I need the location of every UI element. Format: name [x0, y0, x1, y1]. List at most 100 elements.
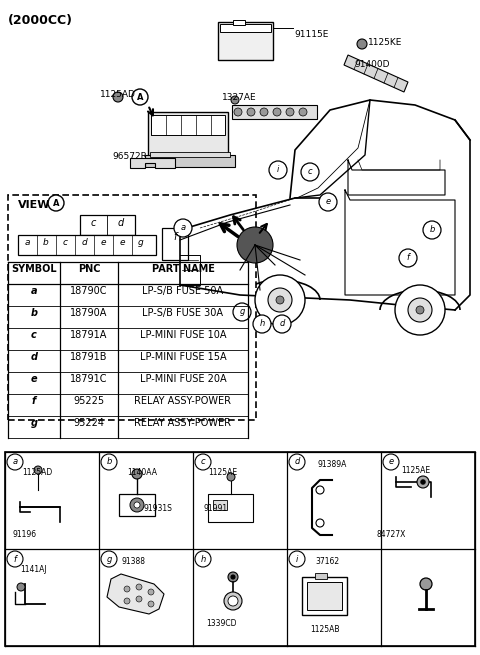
Text: RELAY ASSY-POWER: RELAY ASSY-POWER — [134, 396, 231, 406]
Text: c: c — [31, 330, 37, 340]
Text: c: c — [201, 457, 205, 466]
FancyBboxPatch shape — [148, 112, 228, 160]
Circle shape — [399, 249, 417, 267]
Text: LP-MINI FUSE 10A: LP-MINI FUSE 10A — [140, 330, 226, 340]
Text: g: g — [31, 418, 37, 428]
Circle shape — [269, 161, 287, 179]
Text: b: b — [31, 308, 37, 318]
Circle shape — [417, 476, 429, 488]
FancyBboxPatch shape — [315, 573, 327, 579]
Circle shape — [299, 108, 307, 116]
Text: 95224: 95224 — [73, 418, 105, 428]
FancyBboxPatch shape — [218, 22, 273, 60]
Circle shape — [227, 473, 235, 481]
FancyBboxPatch shape — [18, 235, 156, 255]
Text: (2000CC): (2000CC) — [8, 14, 73, 27]
Text: LP-MINI FUSE 20A: LP-MINI FUSE 20A — [140, 374, 226, 384]
FancyBboxPatch shape — [233, 20, 245, 25]
Circle shape — [357, 39, 367, 49]
Text: 18790C: 18790C — [70, 286, 108, 296]
Text: 18790A: 18790A — [70, 308, 108, 318]
Circle shape — [273, 315, 291, 333]
Text: RELAY ASSY-POWER: RELAY ASSY-POWER — [134, 418, 231, 428]
Text: 18791C: 18791C — [70, 374, 108, 384]
Circle shape — [136, 596, 142, 602]
Circle shape — [148, 589, 154, 595]
Text: VIEW: VIEW — [18, 200, 50, 210]
Circle shape — [301, 163, 319, 181]
Circle shape — [273, 108, 281, 116]
Circle shape — [255, 275, 305, 325]
Circle shape — [134, 502, 140, 508]
Circle shape — [7, 454, 23, 470]
Text: f: f — [173, 232, 177, 242]
Circle shape — [276, 296, 284, 304]
Text: b: b — [106, 457, 112, 466]
FancyBboxPatch shape — [232, 105, 317, 119]
Polygon shape — [344, 55, 408, 92]
Text: d: d — [81, 238, 87, 247]
Text: b: b — [429, 225, 435, 234]
Text: a: a — [12, 457, 18, 466]
Text: g: g — [138, 238, 144, 247]
Circle shape — [231, 96, 239, 104]
FancyBboxPatch shape — [307, 582, 342, 610]
Text: h: h — [259, 320, 264, 329]
Circle shape — [286, 108, 294, 116]
Text: i: i — [277, 166, 279, 174]
Circle shape — [233, 303, 251, 321]
Text: f: f — [13, 555, 16, 563]
Circle shape — [289, 454, 305, 470]
FancyBboxPatch shape — [220, 24, 271, 32]
Text: e: e — [100, 238, 106, 247]
Circle shape — [237, 227, 273, 263]
Text: g: g — [106, 555, 112, 563]
Circle shape — [132, 469, 142, 479]
Text: PART NAME: PART NAME — [152, 264, 215, 274]
Text: e: e — [388, 457, 394, 466]
Circle shape — [420, 479, 425, 485]
Text: SYMBOL: SYMBOL — [11, 264, 57, 274]
Text: 91196: 91196 — [13, 530, 37, 539]
Text: LP-S/B FUSE 30A: LP-S/B FUSE 30A — [143, 308, 224, 318]
Circle shape — [101, 551, 117, 567]
Circle shape — [416, 306, 424, 314]
Circle shape — [124, 598, 130, 604]
Circle shape — [319, 193, 337, 211]
FancyBboxPatch shape — [302, 577, 347, 615]
Circle shape — [395, 285, 445, 335]
Text: e: e — [325, 198, 331, 206]
Text: 91931S: 91931S — [144, 504, 173, 513]
Circle shape — [132, 89, 148, 105]
Circle shape — [174, 219, 192, 237]
Text: e: e — [31, 374, 37, 384]
Text: 1125AE: 1125AE — [401, 466, 430, 475]
Text: i: i — [296, 555, 298, 563]
FancyBboxPatch shape — [208, 494, 253, 522]
Circle shape — [48, 195, 64, 211]
Text: A: A — [137, 92, 143, 102]
Text: 95225: 95225 — [73, 396, 105, 406]
Text: f: f — [32, 396, 36, 406]
Circle shape — [195, 454, 211, 470]
Text: PNC: PNC — [78, 264, 100, 274]
Circle shape — [224, 592, 242, 610]
Circle shape — [289, 551, 305, 567]
FancyBboxPatch shape — [80, 215, 135, 235]
Circle shape — [195, 551, 211, 567]
Text: 1125AB: 1125AB — [310, 625, 340, 634]
Text: 91388: 91388 — [121, 557, 145, 566]
Circle shape — [247, 108, 255, 116]
FancyBboxPatch shape — [162, 228, 188, 260]
Circle shape — [423, 221, 441, 239]
Text: d: d — [294, 457, 300, 466]
Circle shape — [316, 519, 324, 527]
Text: 1125AE: 1125AE — [208, 468, 237, 477]
Circle shape — [228, 596, 238, 606]
Circle shape — [408, 298, 432, 322]
Text: g: g — [240, 307, 245, 316]
Circle shape — [228, 572, 238, 582]
FancyBboxPatch shape — [150, 152, 230, 157]
Text: h: h — [200, 555, 205, 563]
Text: 18791B: 18791B — [70, 352, 108, 362]
